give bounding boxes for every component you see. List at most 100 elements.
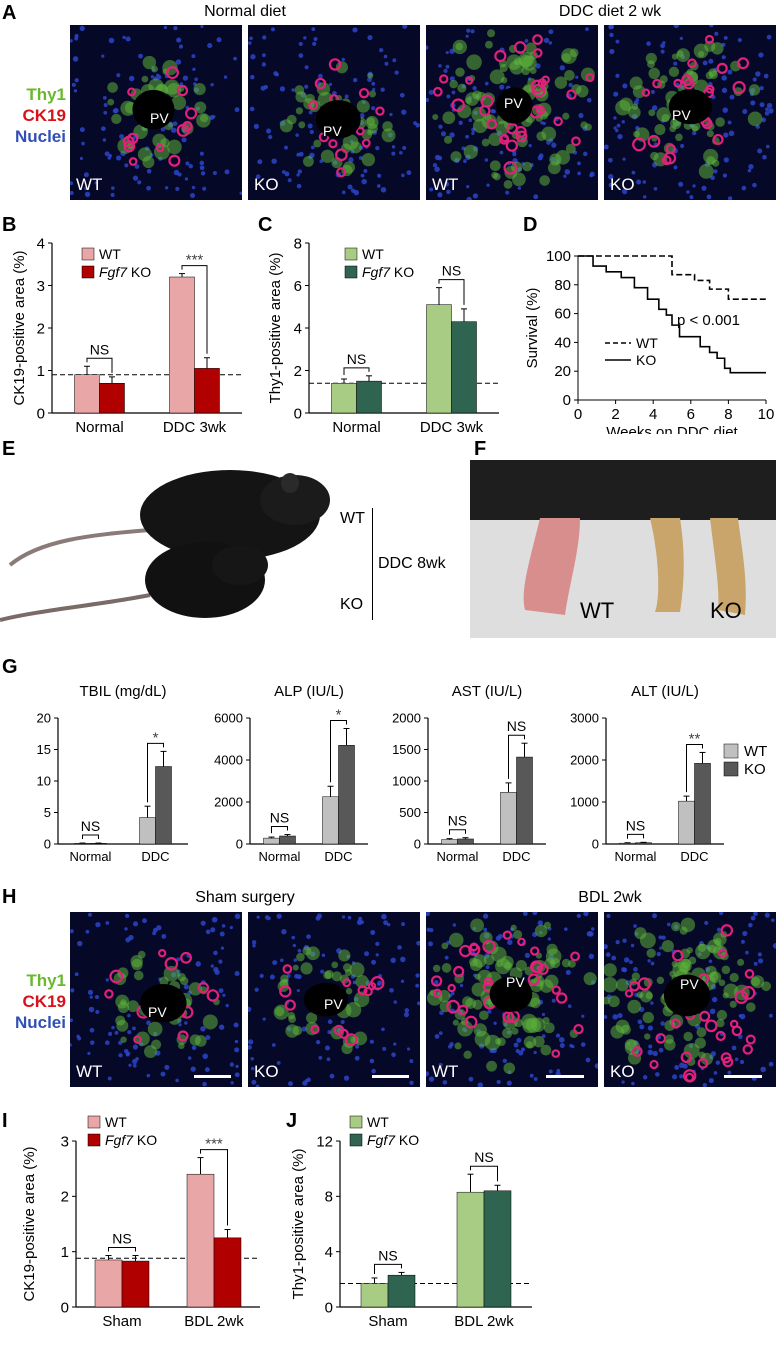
nucleus [202, 186, 207, 191]
y-tick-label: 2000 [392, 711, 421, 726]
thy1-signal [576, 85, 589, 98]
ck19-duct [182, 121, 193, 132]
x-tick-label: Normal [615, 849, 657, 864]
thy1-signal [432, 114, 439, 121]
nucleus [713, 1071, 718, 1075]
ck19-duct [453, 965, 465, 978]
thy1-signal [367, 72, 374, 79]
nucleus [213, 950, 218, 956]
nucleus [328, 82, 333, 87]
ck19-duct [357, 985, 368, 996]
y-tick-label: 8 [325, 1189, 333, 1206]
nucleus [702, 1082, 707, 1087]
nucleus [548, 1069, 553, 1074]
nucleus [347, 184, 353, 190]
nucleus [577, 171, 581, 176]
y-tick-label: 0 [236, 837, 243, 852]
nucleus [371, 106, 376, 111]
nucleus [630, 943, 635, 948]
nucleus [257, 159, 263, 165]
nucleus [358, 916, 363, 921]
nucleus [583, 912, 589, 917]
thy1-signal [350, 141, 362, 154]
nucleus [714, 31, 719, 36]
ck19-duct [744, 969, 755, 979]
thy1-signal [561, 958, 571, 968]
nucleus [172, 121, 178, 127]
y-tick-label: 4000 [214, 753, 243, 768]
nucleus [409, 1059, 414, 1064]
y-tick-label: 1 [61, 1244, 69, 1261]
nucleus [451, 90, 456, 95]
nucleus [360, 173, 365, 178]
nucleus [728, 130, 735, 137]
nucleus [250, 74, 255, 80]
nucleus [297, 948, 302, 953]
nucleus [105, 921, 110, 925]
nucleus [160, 1071, 166, 1077]
significance-label: *** [186, 252, 204, 269]
nucleus [353, 189, 359, 196]
thy1-signal [500, 76, 508, 84]
nucleus [605, 952, 611, 958]
nucleus [102, 138, 107, 142]
thy1-signal [356, 99, 370, 113]
nucleus [124, 913, 130, 919]
nucleus [125, 36, 131, 42]
nucleus [327, 1019, 333, 1025]
nucleus [85, 929, 90, 934]
thy1-signal [454, 1042, 462, 1050]
ck19-duct [701, 118, 713, 130]
thy1-signal [675, 133, 683, 142]
thy1-signal [331, 961, 339, 969]
ck19-duct [734, 990, 749, 1005]
bar-wt [678, 800, 695, 845]
chart-i-ck19-bdl: 0 1 2 3 CK19-positive area (%) Sham NS BDL 2wk *… [21, 1114, 260, 1330]
nucleus [397, 945, 402, 950]
nucleus [434, 980, 439, 985]
thy1-signal [462, 996, 473, 1007]
nucleus [648, 1044, 653, 1049]
bar-fgf7-ko [121, 1260, 150, 1308]
nucleus [608, 182, 614, 188]
ck19-duct [649, 1059, 659, 1070]
nucleus [484, 81, 489, 86]
nucleus [399, 150, 403, 155]
nucleus [537, 155, 543, 161]
nucleus [108, 37, 115, 44]
nucleus [468, 118, 473, 123]
nucleus [181, 137, 187, 143]
nucleus [235, 1064, 239, 1069]
nucleus [472, 86, 477, 91]
ck19-duct [683, 78, 695, 90]
nucleus [490, 109, 495, 114]
nucleus [176, 37, 182, 43]
thy1-signal [345, 987, 353, 995]
nucleus [616, 123, 621, 128]
ck19-duct [517, 937, 526, 947]
nucleus [371, 959, 377, 965]
thy1-signal [130, 955, 143, 968]
nucleus [753, 961, 758, 966]
nucleus [658, 1047, 664, 1053]
bar-ko [694, 763, 711, 845]
thy1-signal [729, 972, 739, 983]
nucleus [123, 1048, 129, 1054]
nucleus [551, 142, 557, 148]
nucleus [310, 145, 315, 150]
y-tick-label: 6000 [214, 711, 243, 726]
thy1-signal [295, 91, 307, 103]
thy1-signal [485, 40, 493, 49]
nucleus [211, 916, 218, 923]
nucleus [737, 37, 742, 43]
significance-label: NS [442, 263, 461, 279]
nucleus [651, 105, 658, 111]
nucleus [77, 940, 83, 947]
y-tick-label: 80 [554, 277, 571, 294]
y-tick-label: 4 [325, 1244, 333, 1261]
thy1-signal [644, 1033, 651, 1040]
nucleus [164, 186, 169, 190]
nucleus [326, 1057, 331, 1062]
nucleus [261, 62, 267, 67]
